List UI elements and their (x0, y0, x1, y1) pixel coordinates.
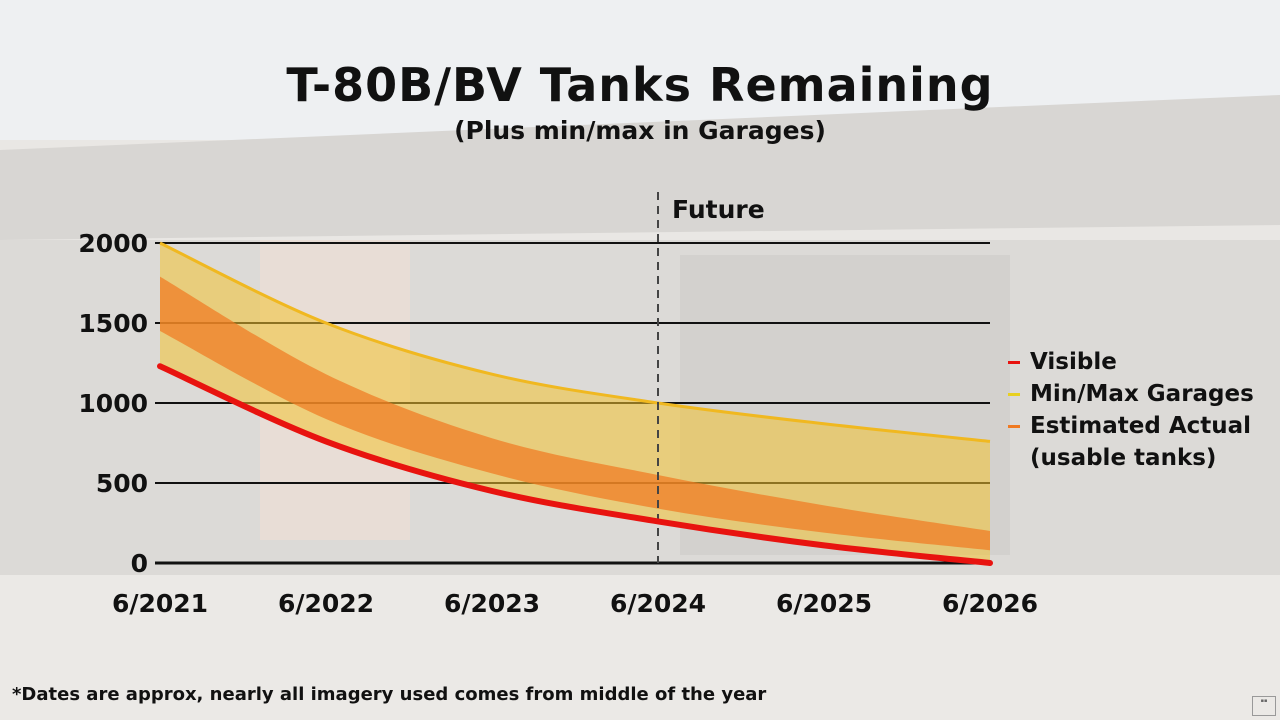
chart-title: T-80B/BV Tanks Remaining (286, 58, 994, 112)
y-tick-label: 1500 (78, 309, 148, 338)
legend-item-visible: Visible (1008, 346, 1254, 378)
legend-item-minmax: Min/Max Garages (1008, 378, 1254, 410)
y-tick-label: 2000 (78, 229, 148, 258)
x-tick-label: 6/2025 (776, 589, 872, 618)
band-estimated-actual (160, 276, 990, 551)
x-tick-label: 6/2021 (112, 589, 208, 618)
x-tick-label: 6/2023 (444, 589, 540, 618)
y-tick-label: 1000 (78, 389, 148, 418)
x-tick-label: 6/2024 (610, 589, 706, 618)
x-tick-label: 6/2026 (942, 589, 1038, 618)
axis-labels: 0 500 1000 1500 2000 6/2021 6/2022 6/2023 6/2024… (78, 195, 1038, 618)
band-areas (160, 243, 990, 563)
band-min-max-garages (160, 243, 990, 563)
chart-subtitle: (Plus min/max in Garages) (454, 116, 826, 145)
footnote: *Dates are approx, nearly all imagery us… (12, 684, 767, 705)
future-label: Future (672, 195, 765, 224)
y-tick-label: 500 (96, 469, 148, 498)
x-tick-label: 6/2022 (278, 589, 374, 618)
legend-label-usable: (usable tanks) (1030, 445, 1217, 471)
channel-logo: ▪▪ (1252, 696, 1276, 716)
line-visible (157, 363, 993, 566)
legend-item-estimated: Estimated Actual (1008, 410, 1254, 442)
legend-swatch-estimated (1008, 424, 1020, 428)
legend-label-estimated: Estimated Actual (1030, 413, 1252, 439)
y-tick-label: 0 (131, 549, 148, 578)
line-series (157, 192, 993, 566)
legend-label-minmax: Min/Max Garages (1030, 381, 1254, 407)
legend-label-visible: Visible (1030, 349, 1117, 375)
legend-swatch-minmax (1008, 392, 1020, 396)
band-edge-max (159, 241, 991, 443)
legend: Visible Min/Max Garages Estimated Actual… (1008, 346, 1254, 474)
legend-swatch-visible (1008, 360, 1020, 364)
